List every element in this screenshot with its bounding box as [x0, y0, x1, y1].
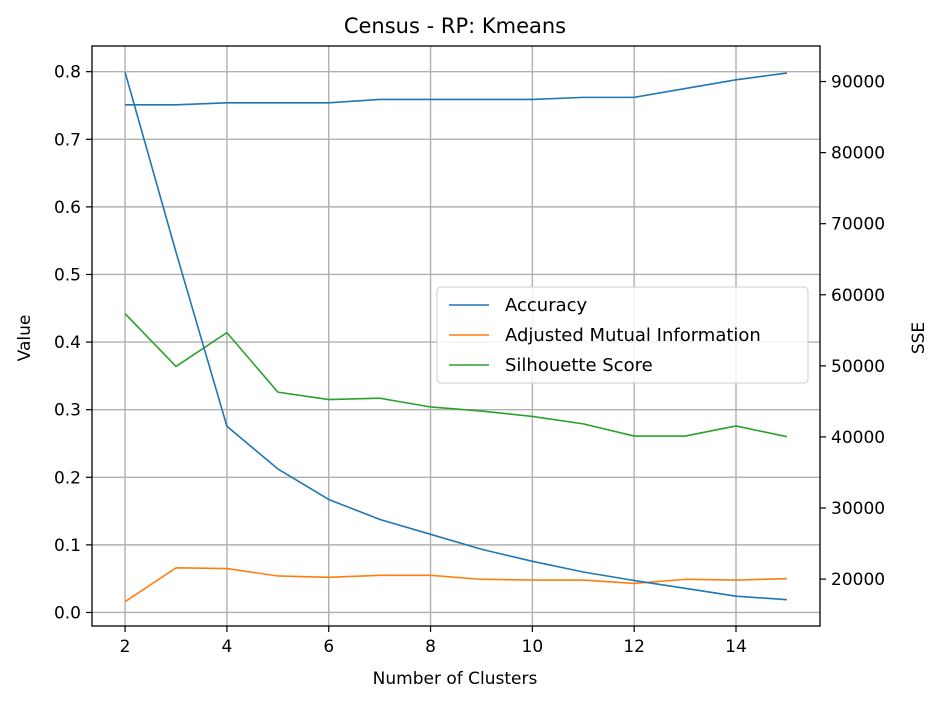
y-tick-label: 0.5	[54, 265, 81, 285]
y-tick-label: 0.0	[54, 603, 81, 623]
legend-label-silhouette: Silhouette Score	[505, 355, 653, 376]
legend-label-accuracy: Accuracy	[505, 295, 588, 316]
legend: Accuracy Adjusted Mutual Information Sil…	[437, 287, 808, 383]
y-tick-label: 0.6	[54, 198, 81, 218]
y2-tick-label: 50000	[831, 357, 885, 377]
y-tick-label: 0.1	[54, 536, 81, 556]
x-tick-label: 14	[725, 637, 747, 657]
y2-tick-label: 70000	[831, 215, 885, 235]
chart-title: Census - RP: Kmeans	[344, 14, 566, 38]
y-tick-label: 0.4	[54, 333, 81, 353]
y2-tick-label: 90000	[831, 73, 885, 93]
y2-tick-label: 40000	[831, 428, 885, 448]
x-tick-label: 6	[323, 637, 334, 657]
x-tick-label: 2	[120, 637, 131, 657]
y2-tick-label: 60000	[831, 286, 885, 306]
x-tick-label: 4	[221, 637, 232, 657]
y-tick-label: 0.8	[54, 63, 81, 83]
legend-label-ami: Adjusted Mutual Information	[505, 325, 761, 346]
x-tick-label: 8	[425, 637, 436, 657]
x-axis-label: Number of Clusters	[373, 669, 538, 689]
y-tick-label: 0.2	[54, 468, 81, 488]
y2-axis-label: SSE	[909, 322, 929, 354]
y-tick-label: 0.3	[54, 401, 81, 421]
y2-tick-label: 80000	[831, 144, 885, 164]
y-axis-label: Value	[15, 315, 35, 362]
y2-tick-label: 30000	[831, 499, 885, 519]
y-tick-label: 0.7	[54, 130, 81, 150]
x-tick-label: 10	[522, 637, 544, 657]
x-tick-label: 12	[623, 637, 645, 657]
y2-tick-label: 20000	[831, 570, 885, 590]
